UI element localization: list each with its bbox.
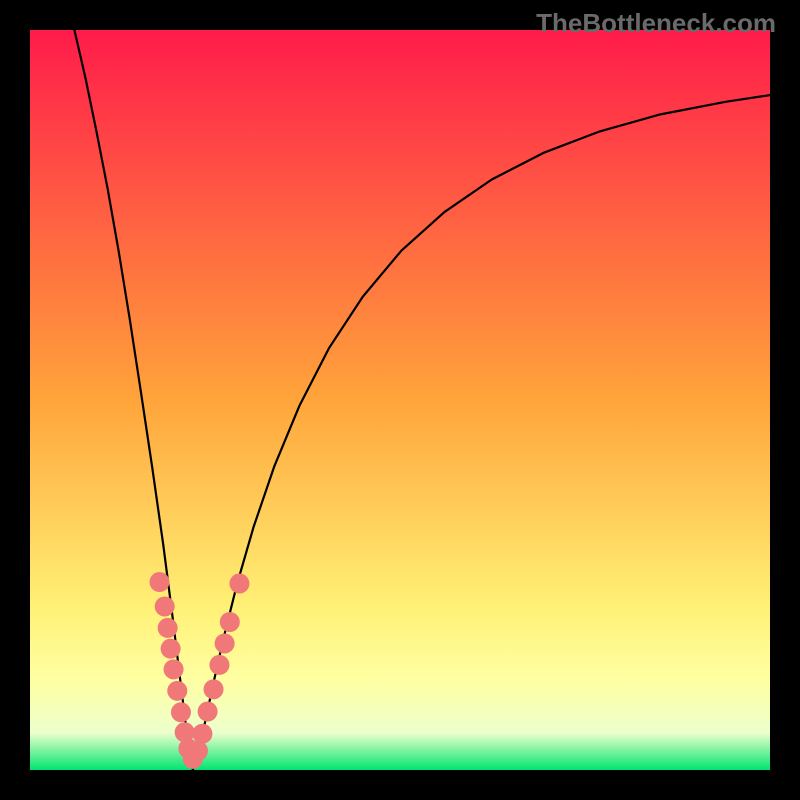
data-marker <box>150 572 170 592</box>
plot-area <box>30 30 770 770</box>
data-marker <box>198 702 218 722</box>
watermark-text: TheBottleneck.com <box>536 8 776 39</box>
data-marker <box>192 724 212 744</box>
data-marker <box>171 702 191 722</box>
data-marker <box>229 574 249 594</box>
data-marker <box>161 639 181 659</box>
data-marker <box>158 618 178 638</box>
data-marker <box>155 596 175 616</box>
data-marker <box>220 612 240 632</box>
data-marker <box>204 679 224 699</box>
data-marker <box>215 633 235 653</box>
data-marker <box>209 655 229 675</box>
data-marker <box>167 681 187 701</box>
data-marker <box>164 659 184 679</box>
chart-container: TheBottleneck.com <box>0 0 800 800</box>
data-marker <box>188 741 208 761</box>
